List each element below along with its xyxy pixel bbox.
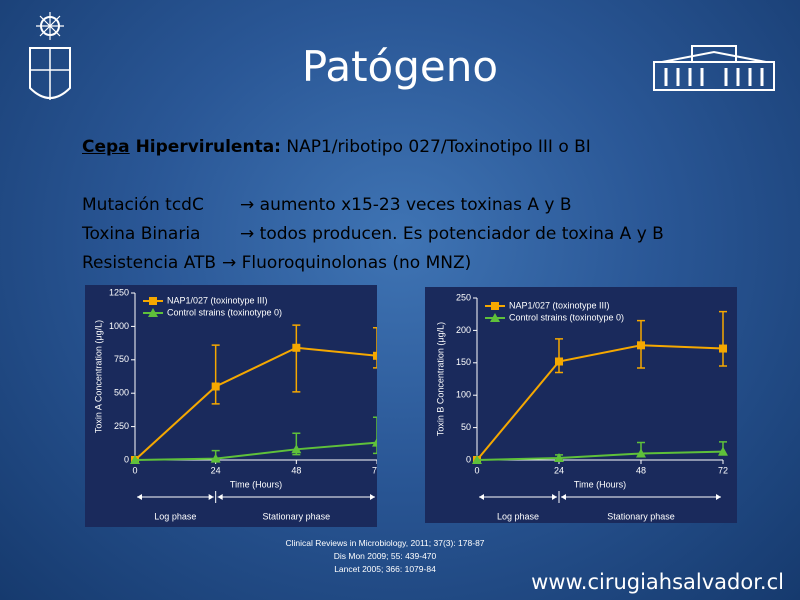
error-bar [373, 416, 377, 455]
y-tick-label: 200 [456, 325, 471, 335]
y-tick-label: 750 [114, 354, 129, 364]
bullet-term: Mutación tcdC [82, 195, 204, 215]
data-point [472, 455, 482, 464]
x-tick-label: 72 [718, 465, 728, 475]
y-tick-label: 250 [114, 421, 129, 431]
legend-label: Control strains (toxinotype 0) [509, 312, 624, 322]
bullet-text: → Fluoroquinolonas (no MNZ) [222, 253, 472, 273]
error-bar [292, 324, 301, 393]
data-point [637, 341, 645, 350]
x-tick-label: 24 [554, 465, 564, 475]
legend-label: NAP1/027 (toxinotype III) [167, 295, 268, 305]
data-point [718, 446, 728, 456]
x-axis-label: Time (Hours) [230, 479, 282, 489]
legend-label: Control strains (toxinotype 0) [167, 307, 282, 317]
series-line [476, 344, 724, 461]
chart: 0 50 100 150 200 250 0 24 48 72 Time (Hours) Toxin … [425, 287, 737, 523]
citation: Clinical Reviews in Microbiology, 2011; … [285, 538, 485, 548]
x-tick-label: 48 [291, 465, 301, 475]
x-tick-label: 24 [211, 465, 221, 475]
strain-label-underlined: Cepa [82, 137, 130, 157]
strain-text: NAP1/ribotipo 027/Toxinotipo III o BI [280, 137, 591, 157]
university-logo [29, 12, 71, 100]
x-tick-label: 0 [474, 465, 479, 475]
series-line [476, 450, 724, 461]
legend-marker [491, 302, 499, 310]
y-tick-label: 1250 [109, 287, 129, 297]
data-point [719, 344, 727, 353]
bullet-text: → todos producen. Es potenciador de toxi… [240, 224, 664, 244]
y-tick-label: 0 [124, 454, 129, 464]
bullet-term: Resistencia ATB [82, 253, 217, 273]
x-axis-label: Time (Hours) [574, 479, 626, 489]
y-tick-label: 1000 [109, 321, 129, 331]
error-bar [211, 344, 220, 405]
phase-label: Stationary phase [263, 511, 331, 521]
phase-label: Log phase [497, 511, 539, 521]
y-axis-label: Toxin A Concentration (μg/L) [93, 320, 103, 433]
data-point [291, 444, 302, 454]
bullet-text: → aumento x15-23 veces toxinas A y B [240, 195, 572, 215]
data-point [211, 382, 220, 391]
bullet-term: Toxina Binaria [82, 224, 201, 244]
x-tick-label: 0 [132, 465, 137, 475]
data-point [554, 453, 564, 463]
y-tick-label: 50 [461, 422, 471, 432]
y-tick-label: 250 [456, 292, 471, 302]
legend-marker [490, 313, 500, 322]
phase-label: Stationary phase [607, 511, 675, 521]
y-tick-label: 100 [456, 390, 471, 400]
data-point [292, 343, 301, 352]
x-tick-label: 72 [372, 465, 377, 475]
y-tick-label: 0 [466, 454, 471, 464]
data-point [636, 448, 646, 458]
error-bar [555, 338, 563, 374]
strain-line: Cepa Hipervirulenta: NAP1/ribotipo 027/T… [82, 137, 591, 157]
citation: Lancet 2005; 366: 1079-84 [334, 564, 436, 574]
strain-label-bold: Hipervirulenta: [129, 137, 281, 157]
legend-marker [148, 308, 158, 317]
series-line [134, 441, 377, 461]
legend-marker [149, 297, 157, 305]
building-logo [653, 45, 775, 91]
y-axis-label: Toxin B Concentration (μg/L) [435, 322, 445, 436]
x-tick-label: 48 [636, 465, 646, 475]
y-tick-label: 500 [114, 388, 129, 398]
data-point [373, 351, 377, 360]
error-bar [373, 326, 377, 369]
y-tick-label: 150 [456, 357, 471, 367]
phase-label: Log phase [154, 511, 196, 521]
data-point [210, 453, 221, 463]
error-bar [719, 310, 727, 367]
legend-label: NAP1/027 (toxinotype III) [509, 300, 610, 310]
data-point [555, 357, 563, 366]
data-point [130, 455, 140, 464]
series-line [134, 346, 377, 461]
citation: Dis Mon 2009; 55: 439-470 [333, 551, 437, 561]
title: Patógeno [301, 42, 499, 91]
website: www.cirugiahsalvador.cl [531, 570, 784, 594]
chart: 0 250 500 750 1000 1250 0 24 48 72 Time (Hours) Tox… [85, 285, 377, 527]
